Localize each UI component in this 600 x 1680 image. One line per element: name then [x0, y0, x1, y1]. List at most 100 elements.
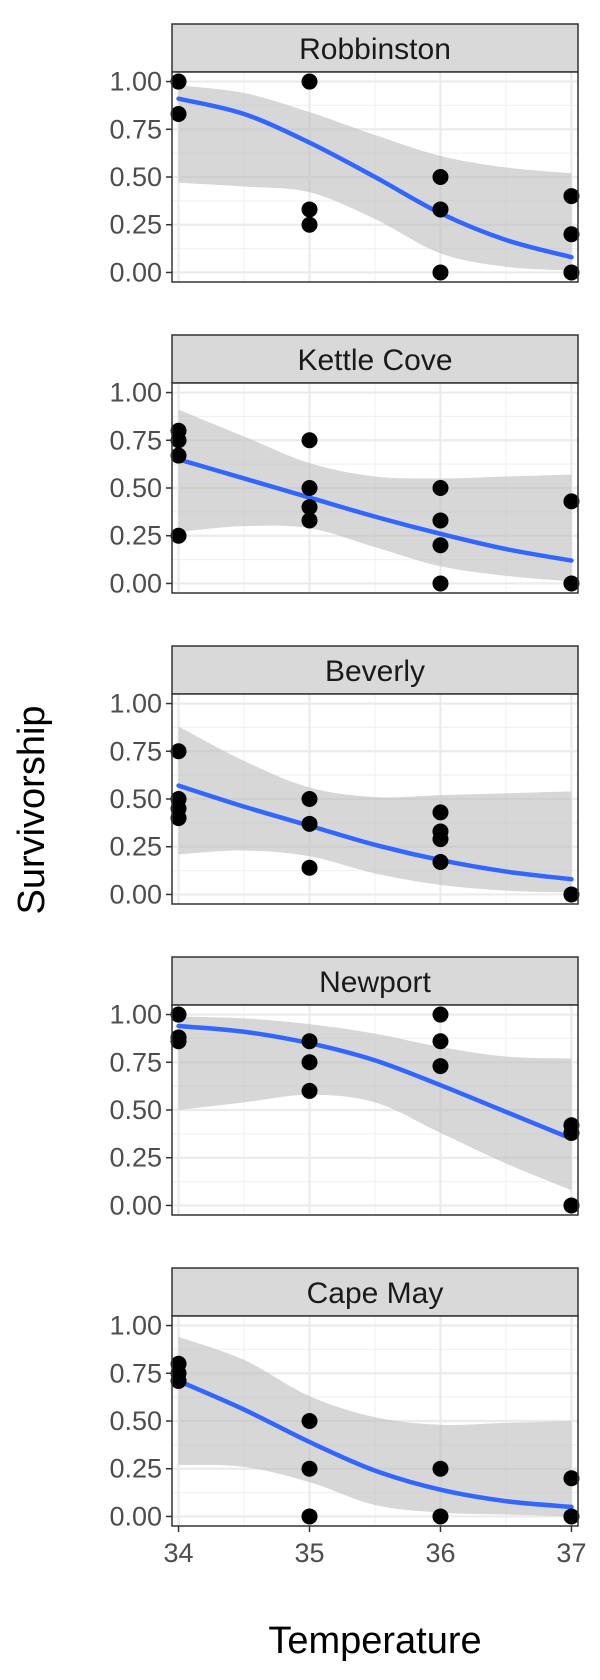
data-point — [170, 447, 187, 464]
y-tick-label: 0.75 — [109, 114, 162, 144]
fit-line — [176, 1378, 574, 1510]
facet-strip — [171, 23, 579, 73]
data-point — [170, 106, 187, 122]
data-point — [301, 1082, 318, 1099]
data-point — [301, 480, 318, 496]
y-tick-label: 0.50 — [109, 162, 162, 192]
facet-strip-label: Newport — [319, 966, 431, 999]
x-tick-label: 35 — [294, 1538, 324, 1568]
data-point — [301, 512, 318, 529]
data-point — [563, 1124, 580, 1141]
data-point — [170, 527, 187, 544]
data-point — [301, 1508, 318, 1525]
confidence-ribbon — [178, 409, 572, 582]
data-point — [563, 188, 580, 205]
y-tick-label: 0.50 — [109, 784, 162, 814]
y-tick-label: 0.25 — [109, 1143, 162, 1173]
data-point — [301, 1033, 318, 1050]
facet-strip — [171, 956, 579, 1006]
y-tick-label: 1.00 — [109, 689, 162, 719]
data-point — [432, 512, 449, 529]
y-tick-label: 0.00 — [109, 1501, 162, 1531]
facet-strip-label: Beverly — [325, 655, 425, 688]
y-tick-label: 0.25 — [109, 832, 162, 862]
fit-line — [176, 457, 574, 563]
data-point — [563, 226, 580, 243]
data-point — [432, 537, 449, 554]
facet-strip — [171, 645, 579, 695]
y-tick-label: 0.00 — [109, 879, 162, 909]
data-point — [563, 1508, 580, 1525]
y-tick-label: 1.00 — [109, 1311, 162, 1341]
y-tick-label: 1.00 — [109, 67, 162, 97]
data-point — [170, 1006, 187, 1023]
data-point — [432, 480, 449, 496]
facet-beverly: Beverly 0.00 0.25 0.50 0.75 1.00 — [109, 645, 580, 909]
data-point — [301, 1413, 318, 1429]
facet-robbinston: Robbinston 0.00 0.25 0.50 0.75 1.00 — [109, 23, 580, 287]
y-tick-label: 0.50 — [109, 1095, 162, 1125]
y-tick-label: 0.75 — [109, 1358, 162, 1388]
data-point — [301, 1460, 318, 1477]
data-point — [170, 73, 187, 90]
data-point — [301, 73, 318, 90]
confidence-ribbon — [178, 726, 572, 893]
x-axis: 34 35 36 37 — [164, 1526, 586, 1568]
data-point — [432, 169, 449, 185]
facet-cape-may: Cape May 0.00 0.25 0.50 0.75 1.00 — [109, 1267, 580, 1531]
data-point — [432, 201, 449, 218]
data-point — [301, 216, 318, 233]
fit-line — [176, 1023, 574, 1141]
data-point — [170, 1372, 187, 1389]
data-point — [432, 1058, 449, 1075]
data-point — [432, 575, 449, 592]
facet-strip-label: Cape May — [307, 1277, 444, 1310]
y-tick-label: 1.00 — [109, 378, 162, 408]
y-tick-label: 0.00 — [109, 1190, 162, 1220]
y-tick-label: 0.75 — [109, 1047, 162, 1077]
y-tick-label: 0.00 — [109, 257, 162, 287]
data-point — [563, 1470, 580, 1487]
fit-line — [176, 783, 574, 882]
facet-strip — [171, 334, 579, 384]
data-point — [432, 804, 449, 821]
confidence-ribbon — [178, 1016, 572, 1191]
data-point — [563, 493, 580, 510]
facet-strip — [171, 1267, 579, 1317]
facet-strip-label: Robbinston — [299, 33, 451, 66]
data-point — [432, 1460, 449, 1477]
y-tick-label: 0.75 — [109, 425, 162, 455]
x-axis-title: Temperature — [268, 1620, 481, 1662]
facet-panels: Robbinston 0.00 0.25 0.50 0.75 1.00 Kettle Cov… — [109, 23, 580, 1531]
data-point — [563, 1197, 580, 1214]
x-tick-label: 37 — [556, 1538, 586, 1568]
x-tick-label: 36 — [425, 1538, 455, 1568]
data-point — [301, 432, 318, 449]
facet-kettle-cove: Kettle Cove 0.00 0.25 0.50 0.75 1.00 — [109, 334, 580, 598]
y-tick-label: 0.25 — [109, 1454, 162, 1484]
data-point — [170, 1033, 187, 1050]
data-point — [432, 1006, 449, 1023]
data-point — [563, 886, 580, 903]
confidence-ribbon — [178, 1337, 572, 1517]
data-point — [432, 854, 449, 870]
y-tick-label: 0.75 — [109, 736, 162, 766]
data-point — [170, 432, 187, 449]
data-point — [170, 743, 187, 760]
facet-newport: Newport 0.00 0.25 0.50 0.75 1.00 — [109, 956, 580, 1220]
data-point — [301, 201, 318, 218]
y-tick-label: 0.50 — [109, 1406, 162, 1436]
data-point — [301, 815, 318, 832]
y-tick-label: 0.50 — [109, 473, 162, 503]
fit-line — [176, 96, 574, 260]
data-point — [563, 575, 580, 592]
data-point — [301, 1054, 318, 1071]
data-point — [432, 831, 449, 848]
y-tick-label: 0.25 — [109, 521, 162, 551]
x-tick-label: 34 — [164, 1538, 194, 1568]
facet-strip-label: Kettle Cove — [297, 344, 452, 377]
data-point — [301, 791, 318, 807]
y-tick-label: 0.25 — [109, 210, 162, 240]
data-point — [432, 1508, 449, 1525]
